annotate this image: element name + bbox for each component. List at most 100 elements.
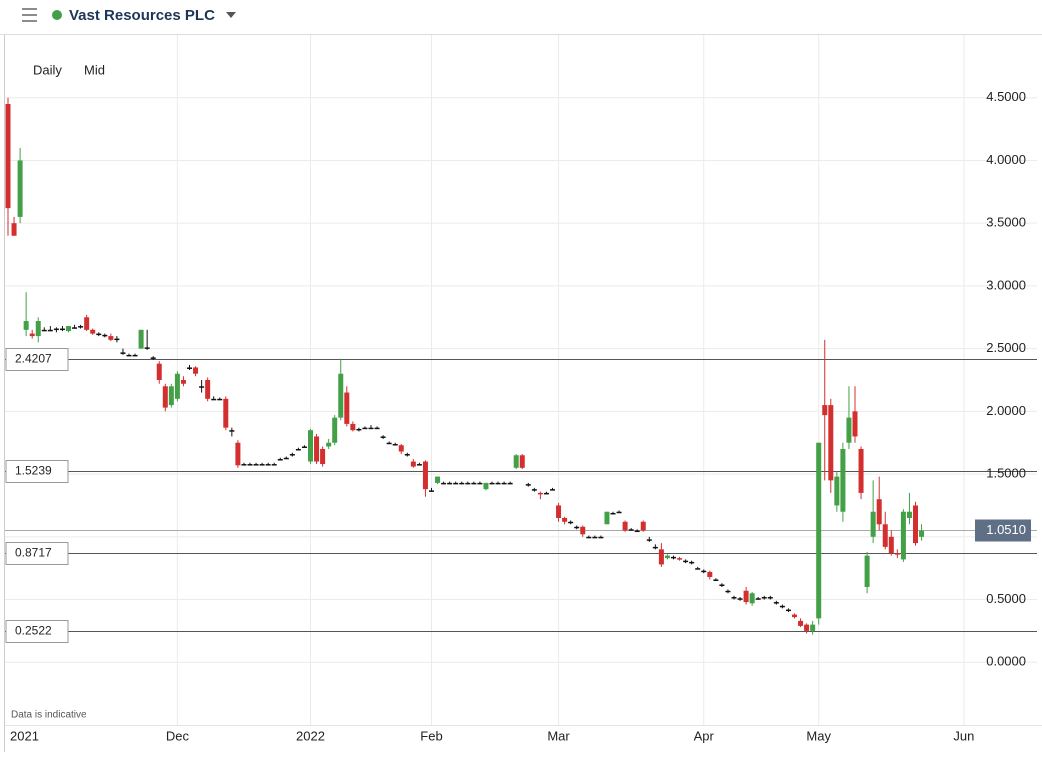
- candle-body: [477, 482, 483, 485]
- x-tick-label: Feb: [420, 728, 442, 743]
- candle-body: [416, 464, 422, 466]
- candle-body: [386, 442, 392, 445]
- candle-body: [537, 492, 543, 495]
- price-type[interactable]: Mid: [84, 62, 105, 77]
- candle-body: [701, 570, 707, 573]
- candle-body: [822, 405, 828, 416]
- menu-icon[interactable]: [22, 8, 37, 22]
- price-line-box: [5, 542, 69, 565]
- candle-body: [634, 530, 640, 533]
- candle-body: [422, 461, 428, 490]
- candle-body: [23, 321, 29, 330]
- candle-body: [5, 104, 11, 209]
- candle-body: [671, 556, 676, 559]
- candle-body: [779, 605, 785, 608]
- candle-body: [622, 521, 628, 531]
- candle-body: [362, 427, 368, 430]
- candle-body: [392, 443, 398, 446]
- candle-body: [828, 405, 834, 481]
- instrument-title[interactable]: Vast Resources PLC: [69, 7, 215, 24]
- candle-body: [47, 329, 53, 332]
- candle-body: [144, 347, 150, 349]
- candle-body: [156, 363, 162, 380]
- candle-body: [17, 160, 23, 217]
- candle-body: [114, 338, 120, 341]
- candle-body: [489, 482, 495, 485]
- candle-body: [90, 329, 96, 334]
- candle-body: [894, 553, 900, 555]
- candle-body: [610, 512, 616, 515]
- candle-body: [550, 489, 555, 491]
- candle-body: [810, 624, 816, 631]
- price-line-label: 2.4207: [15, 352, 52, 366]
- candle-body: [574, 526, 580, 529]
- x-tick-label: 2022: [296, 728, 325, 743]
- candle-body: [435, 476, 441, 483]
- candle-body: [598, 536, 604, 539]
- note: Data is indicative: [11, 710, 87, 721]
- candle-body: [586, 536, 592, 539]
- candle-body: [531, 489, 537, 491]
- candle-body: [108, 336, 114, 340]
- candle-body: [41, 329, 47, 332]
- dropdown-arrow[interactable]: [226, 12, 236, 18]
- candle-body: [138, 329, 144, 349]
- price-line-label: 0.2522: [15, 624, 52, 638]
- candle-body: [592, 536, 598, 539]
- y-tick-label: 3.5000: [986, 215, 1026, 230]
- candle-body: [556, 505, 562, 518]
- price-line-label: 0.8717: [15, 546, 52, 560]
- candle-body: [271, 464, 277, 466]
- candle-body: [326, 442, 332, 447]
- candle-body: [295, 449, 301, 451]
- candle-body: [374, 427, 380, 430]
- y-tick-label: 2.5000: [986, 340, 1026, 355]
- candle-body: [604, 511, 610, 525]
- x-tick-label: Jun: [953, 728, 974, 743]
- price-line-box: [5, 348, 69, 371]
- candle-body: [882, 524, 888, 547]
- candle-body: [568, 521, 574, 524]
- candle-body: [320, 449, 326, 465]
- candle-body: [11, 223, 17, 236]
- x-tick-label: Dec: [166, 728, 190, 743]
- candle-body: [513, 455, 519, 468]
- candle-body: [126, 354, 132, 357]
- candle-body: [816, 442, 822, 619]
- candle-body: [235, 442, 241, 466]
- candle-body: [658, 549, 664, 565]
- candle-body: [767, 597, 773, 599]
- candle-body: [247, 464, 253, 466]
- candle-body: [35, 321, 41, 337]
- interval[interactable]: Daily: [33, 62, 62, 77]
- candle-body: [344, 392, 350, 424]
- candle-body: [168, 386, 174, 406]
- candle-body: [223, 398, 229, 428]
- candle-body: [870, 511, 876, 537]
- candle-body: [725, 590, 731, 593]
- candle-body: [755, 598, 761, 600]
- candle-body: [301, 446, 307, 448]
- candle-body: [495, 482, 501, 485]
- candle-body: [59, 328, 65, 331]
- price-line-box: [5, 460, 69, 483]
- candle-body: [459, 482, 465, 485]
- candle-body: [174, 373, 180, 399]
- candle-body: [350, 423, 356, 431]
- candle-body: [78, 326, 84, 328]
- candle-body: [132, 354, 138, 357]
- candle-body: [289, 454, 295, 456]
- candle-body: [737, 598, 743, 600]
- candle-body: [695, 568, 701, 570]
- candle-body: [465, 482, 471, 485]
- price-line-label: 1.5239: [15, 464, 52, 478]
- x-tick-label: May: [806, 728, 831, 743]
- candle-body: [483, 482, 489, 490]
- y-tick-label: 2.0000: [986, 403, 1026, 418]
- candle-body: [241, 464, 247, 466]
- candle-body: [743, 590, 749, 603]
- candle-body: [616, 511, 622, 514]
- candle-body: [840, 449, 846, 512]
- candle-body: [259, 464, 265, 466]
